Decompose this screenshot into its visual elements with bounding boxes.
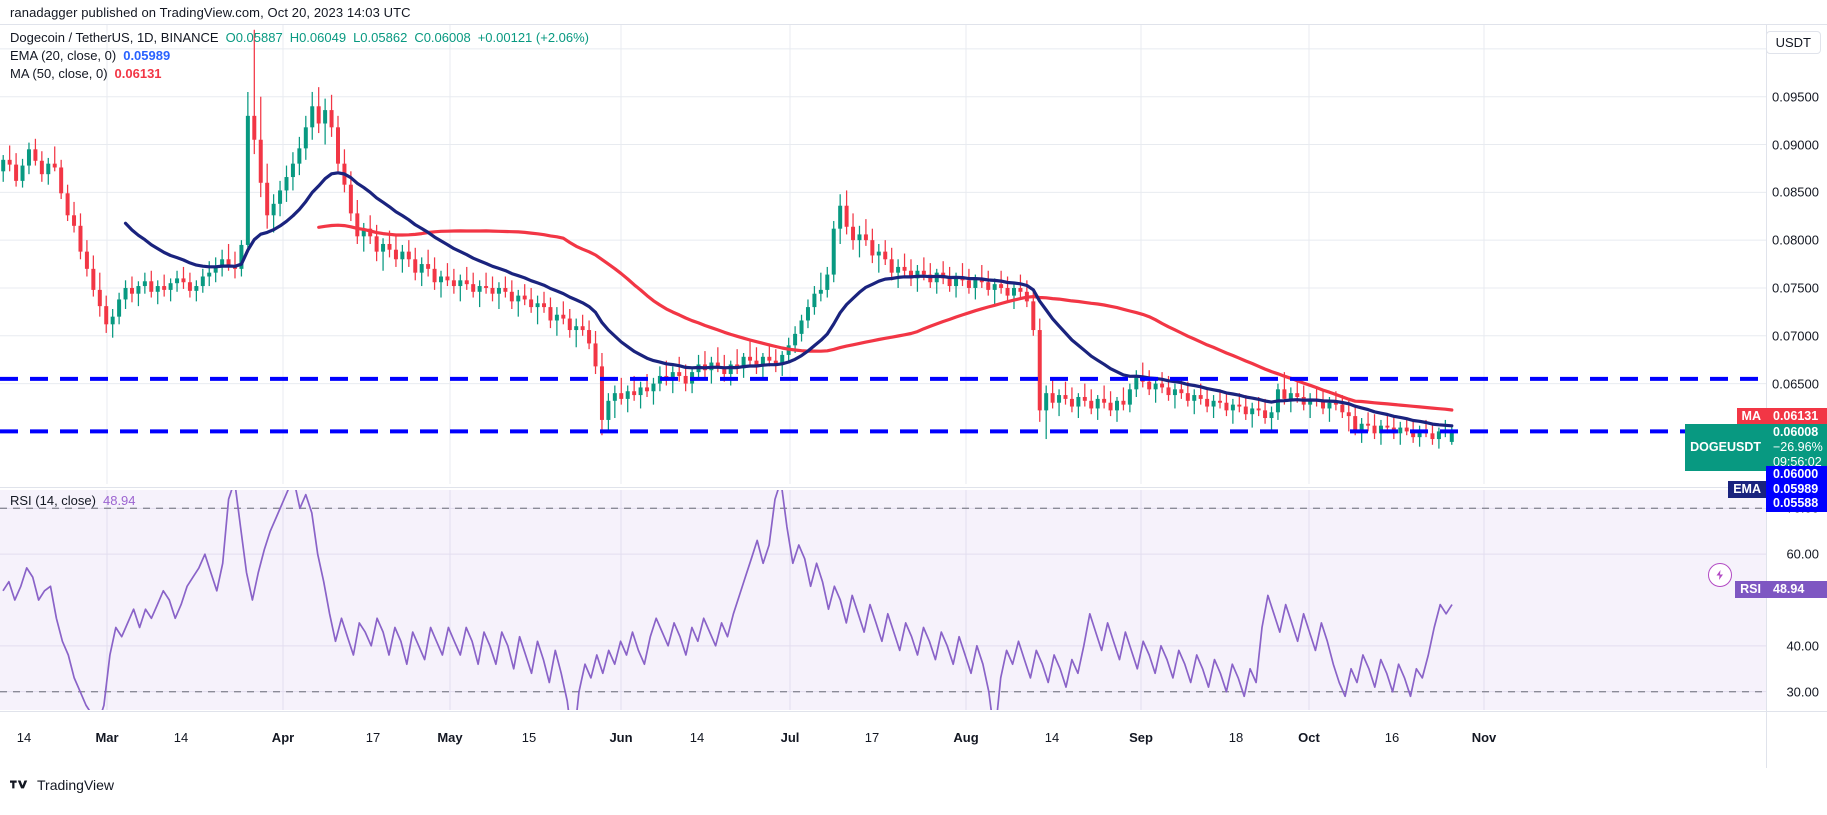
time-axis-tick: 17 xyxy=(864,730,880,745)
legend-ma-value: 0.06131 xyxy=(114,66,162,81)
attribution-text: ranadagger published on TradingView.com,… xyxy=(10,5,411,20)
price-tag-value: 48.94 xyxy=(1766,581,1827,598)
price-tag[interactable]: MA 0.06131 xyxy=(1736,408,1827,425)
price-tag-label: RSI xyxy=(1735,581,1766,598)
price-tag-value: 0.06000 xyxy=(1766,466,1827,483)
time-axis-tick: Jun xyxy=(609,730,633,745)
price-axis-tick: 0.08500 xyxy=(1772,184,1819,200)
time-axis-tick: Apr xyxy=(271,730,295,745)
price-tag[interactable]: EMA 0.05989 xyxy=(1728,481,1827,498)
legend-low: L0.05862 xyxy=(353,30,408,45)
price-axis-tick: 0.09500 xyxy=(1772,89,1819,105)
rsi-legend[interactable]: RSI (14, close) 48.94 xyxy=(10,493,136,508)
chart-frame: Dogecoin / TetherUS, 1D, BINANCE O0.05887… xyxy=(0,24,1827,768)
price-tag-value: 0.06131 xyxy=(1766,408,1827,425)
rsi-axis-tick: 40.00 xyxy=(1786,638,1819,654)
time-axis-tick: Mar xyxy=(95,730,119,745)
legend-ma-label: MA (50, close, 0) xyxy=(10,66,108,81)
legend-open: O0.05887 xyxy=(225,30,283,45)
time-axis-tick: Nov xyxy=(1471,730,1497,745)
time-axis-tick: 14 xyxy=(689,730,705,745)
price-tag-value: 0.06008 −26.96% 09:56:02 xyxy=(1766,424,1827,471)
price-tag[interactable]: DOGEUSDT 0.06008 −26.96% 09:56:02 xyxy=(1685,424,1827,471)
tradingview-brand: TradingView xyxy=(37,777,115,793)
price-tag-label: MA xyxy=(1736,408,1766,425)
time-axis-tick: 14 xyxy=(1044,730,1060,745)
tradingview-logo-icon xyxy=(10,780,28,789)
time-axis-tick: 16 xyxy=(1384,730,1400,745)
legend-ema-value: 0.05989 xyxy=(123,48,171,63)
tradingview-footer[interactable]: TradingView xyxy=(10,777,114,793)
legend-close: C0.06008 xyxy=(414,30,471,45)
price-tag[interactable]: RSI 48.94 xyxy=(1735,581,1827,598)
legend-symbol: Dogecoin / TetherUS, 1D, BINANCE xyxy=(10,30,219,45)
price-axis-tick: 0.07500 xyxy=(1772,280,1819,296)
price-tag[interactable]: 0.05588 xyxy=(1766,495,1827,512)
time-axis-tick: 17 xyxy=(365,730,381,745)
legend-ema-row[interactable]: EMA (20, close, 0) 0.05989 xyxy=(10,47,589,65)
price-chart-svg xyxy=(0,25,1766,484)
pane-divider xyxy=(0,487,1766,488)
rsi-legend-value: 48.94 xyxy=(102,493,136,508)
axis-corner xyxy=(1766,711,1827,768)
legend-ma-row[interactable]: MA (50, close, 0) 0.06131 xyxy=(10,65,589,83)
price-tag-value: 0.05989 xyxy=(1766,481,1827,498)
time-axis-tick: Jul xyxy=(780,730,800,745)
legend-symbol-row[interactable]: Dogecoin / TetherUS, 1D, BINANCE O0.05887… xyxy=(10,29,589,47)
rsi-legend-label: RSI (14, close) xyxy=(10,493,96,508)
rsi-axis-tick: 30.00 xyxy=(1786,684,1819,700)
rsi-axis-tick: 60.00 xyxy=(1786,546,1819,562)
rsi-pane[interactable] xyxy=(0,490,1766,710)
lightning-glyph xyxy=(1716,570,1723,580)
time-axis-tick: Oct xyxy=(1298,730,1320,745)
price-tag-label: DOGEUSDT xyxy=(1685,424,1766,471)
price-tag-value: 0.05588 xyxy=(1766,495,1827,512)
price-legend: Dogecoin / TetherUS, 1D, BINANCE O0.05887… xyxy=(10,29,589,83)
price-axis-tick: 0.09000 xyxy=(1772,137,1819,153)
price-axis-tick: 0.08000 xyxy=(1772,232,1819,248)
time-axis[interactable]: 14 Mar 14 Apr 17 May 15 Jun 14 Jul 17 Aug 14 Sep 18 Oct… xyxy=(0,711,1766,768)
lightning-icon[interactable] xyxy=(1708,563,1732,587)
time-axis-tick: 14 xyxy=(173,730,189,745)
price-tag[interactable]: 0.06000 xyxy=(1766,466,1827,483)
time-axis-tick: Sep xyxy=(1129,730,1153,745)
time-axis-tick: May xyxy=(437,730,463,745)
time-axis-tick: Aug xyxy=(953,730,979,745)
price-tag-label: EMA xyxy=(1728,481,1766,498)
time-axis-tick: 18 xyxy=(1228,730,1244,745)
legend-high: H0.06049 xyxy=(289,30,347,45)
currency-chip[interactable]: USDT xyxy=(1765,31,1821,54)
time-axis-tick: 15 xyxy=(521,730,537,745)
price-axis-tick: 0.07000 xyxy=(1772,328,1819,344)
price-axis-tick: 0.06500 xyxy=(1772,376,1819,392)
price-axis[interactable]: USDT 0.100000.095000.090000.085000.08000… xyxy=(1765,25,1827,768)
time-axis-tick: 14 xyxy=(16,730,32,745)
legend-ema-label: EMA (20, close, 0) xyxy=(10,48,117,63)
price-pane[interactable] xyxy=(0,25,1766,484)
rsi-chart-svg xyxy=(0,490,1766,710)
legend-change: +0.00121 (+2.06%) xyxy=(477,30,590,45)
